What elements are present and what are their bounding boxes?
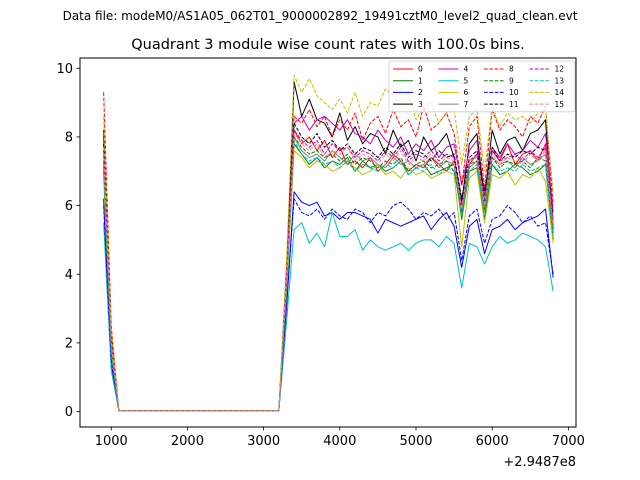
suptitle: Data file: modeM0/AS1A05_062T01_90000028… bbox=[63, 9, 578, 23]
y-tick-label: 8 bbox=[65, 130, 73, 145]
legend-label-4: 4 bbox=[464, 65, 469, 74]
legend-label-15: 15 bbox=[555, 100, 565, 109]
legend-label-7: 7 bbox=[464, 100, 469, 109]
series-line-14 bbox=[103, 74, 554, 412]
plot-frame bbox=[79, 57, 577, 428]
legend-label-13: 13 bbox=[555, 76, 565, 85]
legend-label-5: 5 bbox=[464, 76, 469, 85]
legend-label-14: 14 bbox=[555, 88, 565, 97]
legend-label-1: 1 bbox=[418, 76, 423, 85]
y-axis: 0 2 4 6 8 10 bbox=[56, 62, 80, 420]
x-tick-label: 7000 bbox=[552, 434, 585, 449]
legend-label-12: 12 bbox=[555, 65, 565, 74]
legend-label-6: 6 bbox=[464, 88, 469, 97]
y-tick-label: 0 bbox=[65, 405, 73, 420]
series-layer bbox=[103, 74, 554, 412]
legend-label-0: 0 bbox=[418, 65, 423, 74]
legend-label-8: 8 bbox=[509, 65, 514, 74]
x-tick-label: 5000 bbox=[399, 434, 432, 449]
plot-background bbox=[80, 58, 576, 427]
series-line-12 bbox=[103, 129, 554, 412]
x-tick-label: 2000 bbox=[171, 434, 204, 449]
x-tick-label: 4000 bbox=[323, 434, 356, 449]
series-line-11 bbox=[103, 122, 554, 412]
y-tick-label: 10 bbox=[56, 62, 73, 77]
legend-label-9: 9 bbox=[509, 76, 514, 85]
y-tick-label: 4 bbox=[65, 268, 73, 283]
legend-label-2: 2 bbox=[418, 88, 423, 97]
x-offset-label: +2.9487e8 bbox=[503, 455, 576, 470]
chart-title: Quadrant 3 module wise count rates with … bbox=[131, 37, 525, 53]
series-line-15 bbox=[103, 133, 554, 412]
legend-label-10: 10 bbox=[509, 88, 519, 97]
x-tick-label: 3000 bbox=[247, 434, 280, 449]
legend-label-3: 3 bbox=[418, 100, 423, 109]
legend-label-11: 11 bbox=[509, 100, 519, 109]
x-tick-label: 6000 bbox=[476, 434, 509, 449]
legend-frame bbox=[388, 60, 576, 113]
y-tick-label: 6 bbox=[65, 199, 73, 214]
y-tick-label: 2 bbox=[65, 336, 73, 351]
x-axis: 1000 2000 3000 4000 5000 6000 7000 bbox=[95, 427, 585, 449]
x-tick-label: 1000 bbox=[95, 434, 128, 449]
